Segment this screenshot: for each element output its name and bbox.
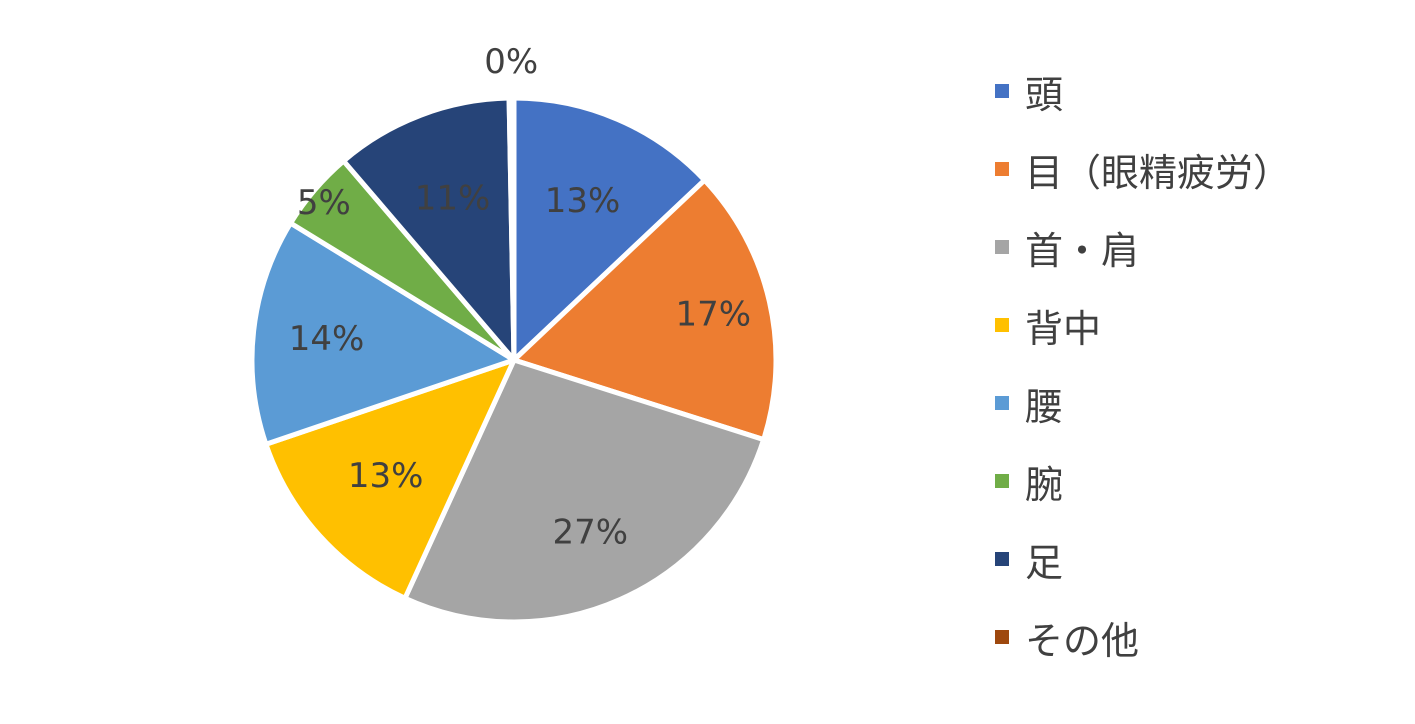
legend-item: 足 [995, 520, 1291, 598]
legend: 頭目（眼精疲労） 首・肩背中腰腕足その他 [995, 52, 1291, 676]
legend-swatch [995, 630, 1009, 644]
legend-swatch [995, 474, 1009, 488]
pie-slice-3 [263, 357, 517, 601]
legend-swatch [995, 162, 1009, 176]
legend-label: 目（眼精疲労） [1025, 150, 1292, 195]
legend-item: その他 [995, 598, 1291, 676]
legend-swatch [995, 396, 1009, 410]
pie-slice-4 [249, 220, 517, 447]
slice-label-6: 11% [415, 178, 491, 218]
legend-label: 背中 [1025, 306, 1102, 351]
legend-label: その他 [1025, 618, 1140, 663]
pie-slice-6 [341, 95, 517, 363]
legend-item: 目（眼精疲労） [995, 130, 1291, 208]
slice-label-4: 14% [289, 319, 365, 359]
legend-swatch [995, 552, 1009, 566]
legend-label: 腕 [1025, 462, 1064, 507]
slice-label-2: 27% [553, 513, 629, 553]
pie-slice-7 [506, 95, 517, 363]
legend-swatch [995, 318, 1009, 332]
slice-label-1: 17% [676, 295, 752, 335]
legend-label: 足 [1025, 540, 1064, 585]
legend-item: 頭 [995, 52, 1291, 130]
legend-label: 腰 [1025, 384, 1064, 429]
legend-item: 腕 [995, 442, 1291, 520]
pie-slice-0 [511, 95, 708, 363]
legend-label: 頭 [1025, 72, 1064, 117]
legend-item: 腰 [995, 364, 1291, 442]
slice-label-5: 5% [297, 183, 351, 223]
legend-item: 背中 [995, 286, 1291, 364]
pie-slice-2 [402, 357, 767, 625]
slice-label-3: 13% [348, 456, 424, 496]
legend-item: 首・肩 [995, 208, 1291, 286]
slice-label-0: 13% [545, 181, 621, 221]
legend-swatch [995, 240, 1009, 254]
legend-label: 首・肩 [1025, 228, 1140, 273]
pie-slice-1 [511, 177, 779, 443]
slice-label-7: 0% [484, 42, 538, 82]
legend-swatch [995, 84, 1009, 98]
